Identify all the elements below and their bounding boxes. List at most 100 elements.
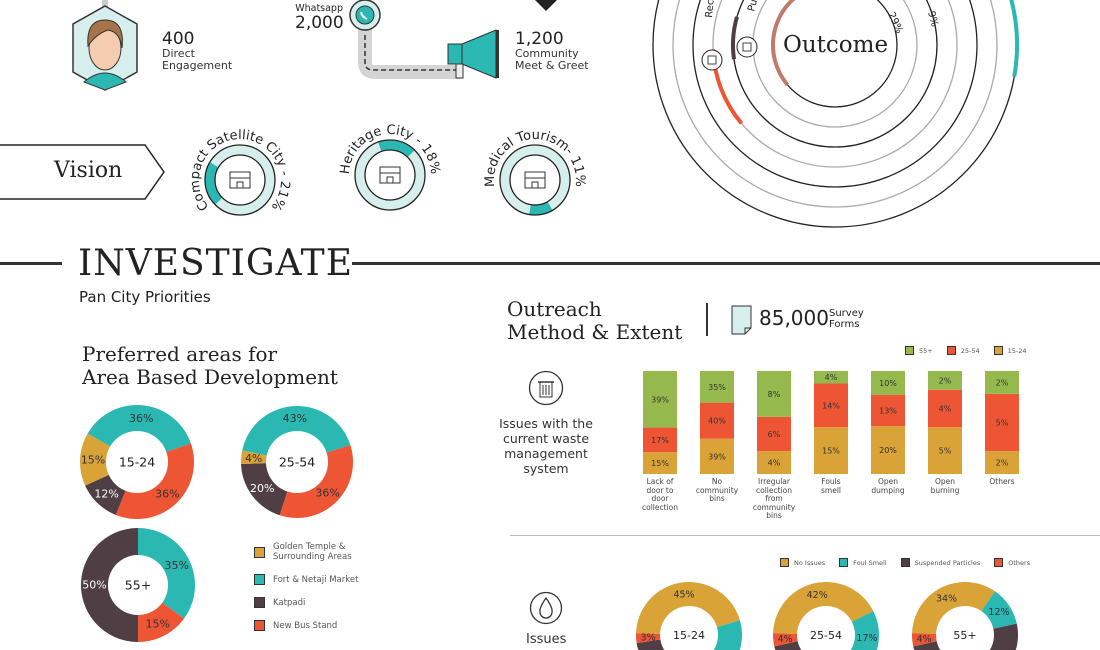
water-drop-icon: [529, 591, 563, 625]
bar-category-label-line: smell: [821, 485, 841, 495]
bar-value-label: 20%: [879, 446, 897, 455]
bar-value-label: 5%: [996, 419, 1009, 428]
legend-item: 15-24: [993, 346, 1027, 355]
donut-center-label: 25-54: [810, 629, 842, 642]
vision-gauges: Compact Satellite City - 21%Heritage Cit…: [190, 123, 587, 216]
bar-value-label: 39%: [708, 452, 726, 461]
pointer-triangle: [535, 0, 557, 11]
hospital-icon: [524, 171, 546, 189]
bar-segment: [814, 427, 848, 474]
outcome-ring-label: Recrea: [704, 0, 718, 18]
gauge-outline: [204, 144, 276, 216]
legend-swatch: [254, 546, 265, 558]
bar-segment: [700, 402, 734, 439]
bar-value-label: 17%: [651, 436, 669, 445]
direct-engagement: 400 Direct Engagement: [162, 30, 232, 72]
outcome-rings: RecreaPubli29%9%: [652, 0, 1019, 228]
bar-value-label: 35%: [708, 383, 726, 392]
bar-category-label: Lack of door to door collection: [632, 477, 688, 512]
donut-slice-label: 12%: [94, 488, 118, 501]
bar-value-label: 13%: [879, 407, 897, 416]
waste-label: Issues with the current waste management…: [486, 416, 606, 476]
waste-label-line: current waste: [502, 431, 590, 446]
donut-slice-label: 15%: [81, 454, 105, 467]
donut-slice-label: 17%: [856, 633, 877, 644]
gauge-inner: [364, 149, 416, 201]
bar-category-label-line: door: [651, 494, 669, 503]
outcome-ring: [732, 0, 938, 148]
legend-label-line: Golden Temple &: [273, 542, 346, 552]
donut-slice: [773, 582, 874, 634]
bar-category-label-line: burning: [930, 485, 960, 495]
donut-slice-label: 4%: [245, 452, 262, 465]
bar-category-label-line: bins: [709, 494, 725, 503]
gauge-fill: [378, 140, 415, 158]
bar-category-label: Open dumping: [860, 477, 916, 495]
legend-swatch: [900, 558, 910, 567]
outcome-ring: [712, 0, 958, 168]
donut-slice-label: 36%: [129, 412, 153, 425]
bar-segment: [814, 371, 848, 384]
bar-value-label: 15%: [651, 459, 669, 468]
donut-slice: [636, 633, 661, 644]
outcome-title: Outcome: [783, 32, 889, 58]
gauge-fill: [205, 162, 223, 205]
bar-segment: [757, 416, 791, 452]
donut-slice-label: 36%: [315, 487, 339, 500]
bar-segment: [643, 452, 677, 474]
legend-swatch: [839, 558, 849, 567]
legend-item: Foul Smell: [839, 558, 887, 567]
bar-segment: [928, 371, 962, 390]
outcome-arc: [1009, 0, 1019, 77]
legend-swatch: [254, 620, 265, 631]
whatsapp-stat: Whatsapp 2,000: [295, 3, 344, 32]
donut-slice: [87, 405, 191, 452]
bar-category-label-line: collection: [642, 502, 678, 512]
donut-center-label: 55+: [953, 629, 976, 642]
waste-label-line: management: [504, 446, 588, 461]
bar-value-label: 5%: [939, 447, 952, 456]
abd-title: Preferred areas for Area Based Developme…: [82, 343, 338, 389]
trash-icon: [528, 370, 564, 406]
legend-label: Fort & Netaji Market: [273, 574, 359, 585]
bar-category-label-line: No: [711, 477, 723, 486]
bar-segment: [871, 426, 905, 474]
water-legend: No Issues Foul Smell Suspended Particles Ot…: [780, 558, 1030, 567]
donut-center-label: 25-54: [279, 454, 315, 469]
donut-slice-label: 12%: [988, 607, 1009, 618]
toilet-icon-glyph: [742, 42, 752, 52]
donut-slice: [80, 433, 111, 486]
donut-slice-label: 34%: [936, 594, 957, 605]
donut-slice-label: 43%: [283, 412, 307, 425]
abd-title-line: Preferred areas for: [82, 342, 278, 366]
icon-shape: [531, 181, 539, 189]
waste-label-line: system: [523, 461, 569, 476]
legend-item: 55+: [905, 346, 933, 355]
bar-value-label: 2%: [996, 459, 1009, 468]
building-icon: [701, 49, 723, 71]
waste-label-line: Issues with the: [499, 416, 593, 431]
water-donuts: 45% 3% 15-24 42% 17% 4% 25-54 34% 12% 4% 55+: [636, 582, 1018, 650]
bar-segment: [985, 371, 1019, 394]
donut-slice: [849, 611, 879, 650]
gauge-inner: [214, 154, 266, 206]
legend-label: Foul Smell: [853, 558, 887, 567]
section-subtitle: Pan City Priorities: [79, 288, 211, 306]
abd-legend: Golden Temple & Surrounding Areas Fort & …: [254, 542, 358, 643]
bar-category-label-line: door to: [646, 485, 674, 495]
bar-category-label-line: Lack of: [646, 477, 674, 486]
outcome-arc: [771, 0, 796, 87]
bar-segment: [871, 394, 905, 427]
donut-slice: [912, 582, 995, 634]
donut-slice: [138, 528, 195, 619]
legend-swatch: [993, 346, 1003, 355]
donut-slice: [636, 639, 710, 650]
legend-label: 25-54: [960, 346, 980, 355]
donut-slice-label: 45%: [673, 589, 694, 600]
icon-shape: [386, 176, 394, 184]
divider: [510, 535, 1100, 536]
bar-segment: [757, 451, 791, 474]
bar-segment: [814, 383, 848, 428]
donut-slice: [279, 444, 353, 518]
outreach-title: Outreach Method & Extent: [507, 298, 682, 344]
